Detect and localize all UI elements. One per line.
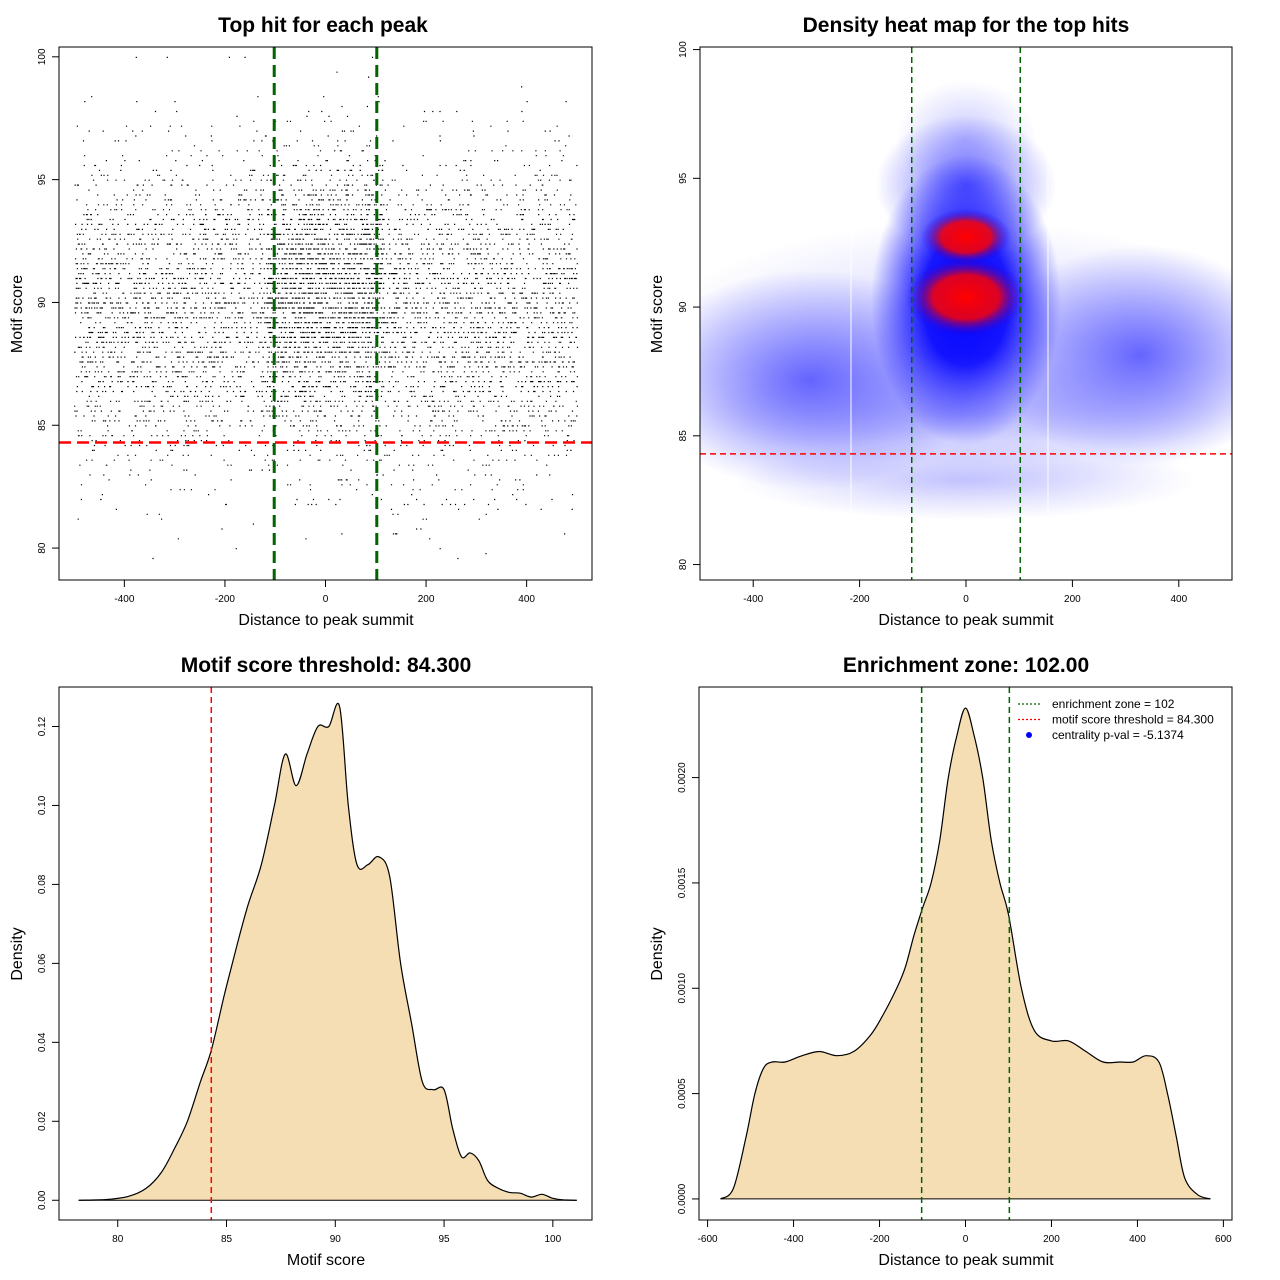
scatter-points [74, 56, 579, 560]
legend-label: enrichment zone = 102 [1052, 697, 1175, 711]
x-tick-label: -200 [215, 594, 235, 605]
y-tick-label: 100 [678, 41, 689, 58]
score-density-x-axis: 80 85 90 95 100 [112, 1219, 562, 1245]
x-tick-label: -200 [870, 1234, 890, 1245]
distance-density-panel: Enrichment zone: 102.00 -600 -400 -200 0 200… [649, 654, 1233, 1269]
heatmap-title: Density heat map for the top hits [803, 14, 1130, 37]
legend-label: centrality p-val = -5.1374 [1052, 728, 1184, 742]
score-density-x-label: Motif score [287, 1252, 365, 1269]
heatmap-x-axis: -400 -200 0 200 400 [743, 579, 1188, 605]
scatter-x-label: Distance to peak summit [238, 612, 414, 629]
y-tick-label: 0.12 [37, 716, 48, 736]
y-tick-label: 85 [678, 430, 689, 442]
x-tick-label: 0 [963, 1234, 969, 1245]
heatmap-peak-upper [921, 209, 1011, 265]
score-density-y-label: Density [9, 927, 26, 980]
scatter-point-cloud [74, 56, 579, 560]
y-tick-label: 0.00 [37, 1190, 48, 1210]
distance-density-y-label: Density [649, 927, 666, 980]
y-tick-label: 0.0020 [677, 762, 688, 793]
score-density-panel: Motif score threshold: 84.300 80 85 90 95 10… [9, 654, 593, 1269]
y-tick-label: 90 [678, 301, 689, 313]
y-tick-label: 0.10 [37, 795, 48, 815]
x-tick-label: -400 [114, 594, 134, 605]
y-tick-label: 0.0015 [677, 867, 688, 898]
x-tick-label: 400 [518, 594, 535, 605]
distance-density-area [720, 707, 1211, 1200]
distance-density-title: Enrichment zone: 102.00 [843, 654, 1089, 677]
heatmap-peak-main [906, 257, 1026, 337]
y-tick-label: 95 [37, 174, 48, 186]
x-tick-label: 90 [330, 1234, 342, 1245]
x-tick-label: 400 [1170, 594, 1187, 605]
heatmap-y-label: Motif score [649, 275, 666, 353]
distance-density-x-axis: -600 -400 -200 0 200 400 600 [698, 1219, 1232, 1245]
y-tick-label: 0.0000 [677, 1183, 688, 1214]
x-tick-label: -400 [784, 1234, 804, 1245]
x-tick-label: -200 [850, 594, 870, 605]
y-tick-label: 0.0005 [677, 1078, 688, 1109]
score-density-area [78, 703, 577, 1201]
heatmap-density-field [700, 47, 1232, 580]
density-fill [78, 703, 577, 1201]
heatmap-x-label: Distance to peak summit [878, 612, 1054, 629]
x-tick-label: 600 [1215, 1234, 1232, 1245]
x-tick-label: -400 [743, 594, 763, 605]
y-tick-label: 0.02 [37, 1111, 48, 1131]
score-density-y-axis: 0.00 0.02 0.04 0.06 0.08 0.10 0.12 [37, 716, 60, 1210]
x-tick-label: 200 [1043, 1234, 1060, 1245]
x-tick-label: 80 [112, 1234, 124, 1245]
scatter-title: Top hit for each peak [218, 14, 428, 37]
heatmap-y-axis: 80 85 90 95 100 [678, 41, 701, 571]
y-tick-label: 85 [37, 419, 48, 431]
y-tick-label: 80 [37, 542, 48, 554]
heatmap-reference-lines [700, 47, 1232, 580]
scatter-panel: Top hit for each peak -400 -200 0 200 400 80… [9, 14, 593, 629]
enrichment-zone-lines [920, 687, 1011, 1220]
y-tick-label: 0.0010 [677, 973, 688, 1004]
x-tick-label: 85 [221, 1234, 233, 1245]
score-density-title: Motif score threshold: 84.300 [181, 654, 472, 677]
heatmap-panel: Density heat map for the top hits -400 -2… [649, 14, 1233, 629]
scatter-y-axis: 80 85 90 95 100 [37, 48, 60, 554]
x-tick-label: -600 [698, 1234, 718, 1245]
x-tick-label: 400 [1129, 1234, 1146, 1245]
distance-density-x-label: Distance to peak summit [878, 1252, 1054, 1269]
x-tick-label: 0 [963, 594, 969, 605]
y-tick-label: 90 [37, 296, 48, 308]
x-tick-label: 0 [323, 594, 329, 605]
y-tick-label: 95 [678, 172, 689, 184]
y-tick-label: 0.06 [37, 953, 48, 973]
scatter-y-label: Motif score [9, 275, 26, 353]
y-tick-label: 80 [678, 559, 689, 571]
x-tick-label: 200 [1064, 594, 1081, 605]
density-curve [78, 703, 577, 1201]
distance-density-legend: enrichment zone = 102 motif score thresho… [1018, 697, 1214, 742]
density-fill [720, 708, 1211, 1199]
x-tick-label: 100 [544, 1234, 561, 1245]
scatter-x-axis: -400 -200 0 200 400 [114, 579, 535, 605]
y-tick-label: 0.08 [37, 874, 48, 894]
x-tick-label: 95 [439, 1234, 451, 1245]
density-curve [720, 707, 1211, 1200]
x-tick-label: 200 [418, 594, 435, 605]
legend-marker-point [1026, 732, 1032, 738]
y-tick-label: 100 [37, 48, 48, 65]
legend-label: motif score threshold = 84.300 [1052, 713, 1214, 727]
y-tick-label: 0.04 [37, 1032, 48, 1052]
distance-density-y-axis: 0.0000 0.0005 0.0010 0.0015 0.0020 [677, 762, 700, 1214]
